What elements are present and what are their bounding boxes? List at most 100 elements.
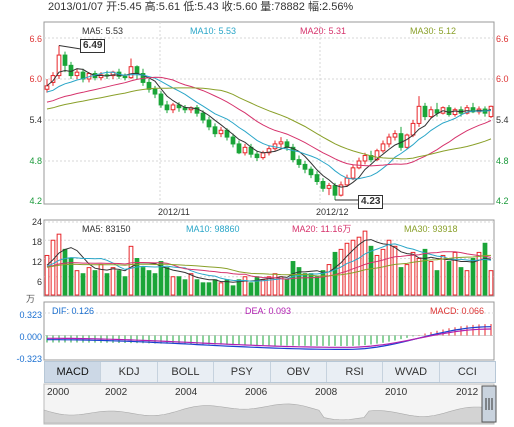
candle-body-57 bbox=[386, 136, 392, 145]
candle-body-3 bbox=[62, 54, 68, 66]
volume-bar-16 bbox=[140, 267, 146, 296]
volume-bar-63 bbox=[422, 248, 428, 296]
tab-wvad[interactable]: WVAD bbox=[383, 362, 440, 382]
volume-bar-69 bbox=[458, 267, 464, 296]
quote-volume: 量:78882 bbox=[260, 1, 305, 13]
tab-psy[interactable]: PSY bbox=[214, 362, 271, 382]
price-axis-left-0: 6.6 bbox=[29, 34, 42, 44]
volume-bar-59 bbox=[398, 267, 404, 296]
volume-bar-43 bbox=[302, 273, 308, 296]
candle-body-32 bbox=[236, 143, 242, 154]
volume-bar-18 bbox=[152, 273, 158, 296]
vol-ma20-label: MA20: 11.16万 bbox=[292, 224, 352, 234]
quote-low: 低:5.43 bbox=[183, 1, 219, 13]
candle-body-5 bbox=[74, 71, 80, 77]
candle-body-60 bbox=[404, 134, 410, 148]
price-ma20-label: MA20: 5.31 bbox=[300, 26, 347, 36]
quote-change: 幅:2.56% bbox=[307, 1, 354, 13]
candle-body-49 bbox=[338, 184, 344, 196]
volume-bar-12 bbox=[116, 270, 122, 296]
price-axis-left-1: 6.0 bbox=[29, 74, 42, 84]
vol-ma10-label: MA10: 98860 bbox=[186, 224, 240, 234]
candle-body-28 bbox=[212, 126, 218, 135]
volume-bar-21 bbox=[170, 276, 176, 296]
volume-bar-47 bbox=[326, 264, 332, 296]
candle-body-15 bbox=[134, 66, 140, 75]
volume-bar-62 bbox=[416, 258, 422, 296]
price-axis-left-2: 5.4 bbox=[29, 115, 42, 125]
volume-bar-15 bbox=[134, 258, 140, 296]
volume-bar-48 bbox=[332, 251, 338, 296]
volume-bar-6 bbox=[80, 273, 86, 296]
candle-body-58 bbox=[392, 133, 398, 138]
vol-ma5-line bbox=[46, 239, 492, 283]
volume-bar-29 bbox=[218, 282, 224, 296]
volume-bar-37 bbox=[266, 276, 272, 296]
volume-bar-35 bbox=[254, 276, 260, 296]
volume-bar-65 bbox=[434, 270, 440, 296]
candle-body-36 bbox=[260, 152, 266, 159]
volume-bar-19 bbox=[158, 261, 164, 296]
vol-axis-3: 6 bbox=[36, 277, 42, 287]
volume-bar-57 bbox=[386, 239, 392, 296]
candle-body-21 bbox=[170, 104, 176, 111]
volume-bar-14 bbox=[128, 245, 134, 296]
volume-bar-11 bbox=[110, 267, 116, 296]
vol-ma30-line bbox=[46, 254, 492, 277]
tab-obv[interactable]: OBV bbox=[271, 362, 327, 382]
candle-body-29 bbox=[218, 129, 224, 135]
tab-macd[interactable]: MACD bbox=[45, 362, 102, 382]
candle-body-27 bbox=[206, 119, 212, 128]
price-axis-right-2: 5.4 bbox=[496, 115, 509, 125]
price-ma10-line bbox=[46, 71, 492, 180]
volume-bar-73 bbox=[482, 242, 488, 296]
candle-body-22 bbox=[176, 104, 182, 109]
vol-axis-1: 18 bbox=[31, 237, 42, 247]
candle-body-37 bbox=[266, 148, 272, 154]
candle-body-51 bbox=[350, 167, 356, 179]
timeline-label-2002: 2002 bbox=[105, 387, 128, 398]
candle-body-1 bbox=[50, 75, 56, 83]
volume-bar-32 bbox=[236, 279, 242, 296]
volume-bar-61 bbox=[410, 251, 416, 296]
candle-body-65 bbox=[434, 109, 440, 114]
volume-bar-72 bbox=[476, 251, 482, 296]
volume-bar-26 bbox=[200, 282, 206, 296]
candle-body-55 bbox=[374, 150, 380, 161]
quote-open: 开:5.45 bbox=[106, 1, 142, 13]
tab-boll[interactable]: BOLL bbox=[158, 362, 215, 382]
candle-body-62 bbox=[416, 105, 422, 124]
volume-bar-46 bbox=[320, 270, 326, 296]
volume-bar-31 bbox=[230, 285, 236, 296]
vol-axis-0: 24 bbox=[31, 217, 42, 227]
candle-body-18 bbox=[152, 88, 158, 95]
volume-bar-58 bbox=[392, 245, 398, 296]
tab-rsi[interactable]: RSI bbox=[327, 362, 384, 382]
volume-bar-4 bbox=[68, 258, 74, 296]
volume-bar-10 bbox=[104, 273, 110, 296]
volume-bar-70 bbox=[464, 270, 470, 296]
timeline-label-2008: 2008 bbox=[315, 387, 338, 398]
macd-axis-2: -0.323 bbox=[16, 354, 42, 364]
candle-body-45 bbox=[314, 174, 320, 183]
volume-bar-1 bbox=[50, 239, 56, 296]
candle-body-47 bbox=[326, 185, 332, 189]
price-ma30-line bbox=[46, 87, 492, 160]
min-price-callout: 4.23 bbox=[358, 195, 384, 209]
volume-bar-27 bbox=[206, 282, 212, 296]
tab-kdj[interactable]: KDJ bbox=[101, 362, 158, 382]
volume-bar-13 bbox=[122, 276, 128, 296]
volume-bar-64 bbox=[428, 261, 434, 296]
price-axis-right-3: 4.8 bbox=[496, 156, 509, 166]
vol-axis-2: 12 bbox=[31, 257, 42, 267]
candle-body-30 bbox=[224, 129, 230, 138]
candle-body-19 bbox=[158, 93, 164, 106]
tab-cci[interactable]: CCI bbox=[457, 366, 477, 378]
quote-header: 2013/01/07 开:5.45 高:5.61 低:5.43 收:5.60 量… bbox=[48, 1, 353, 13]
vol-ma20-line bbox=[46, 251, 492, 280]
volume-bar-44 bbox=[308, 273, 314, 296]
volume-bar-71 bbox=[470, 258, 476, 296]
candle-body-0 bbox=[44, 85, 50, 90]
candle-body-67 bbox=[446, 107, 452, 116]
